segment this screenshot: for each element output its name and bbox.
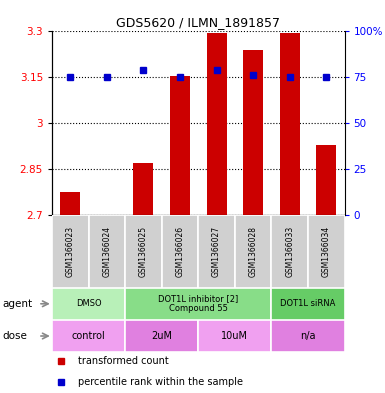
- Text: DMSO: DMSO: [76, 299, 101, 308]
- Text: GSM1366034: GSM1366034: [322, 226, 331, 277]
- Text: transformed count: transformed count: [78, 356, 169, 366]
- Bar: [271, 320, 345, 352]
- Bar: [52, 215, 89, 288]
- Text: GSM1366024: GSM1366024: [102, 226, 111, 277]
- Bar: [271, 288, 345, 320]
- Bar: [125, 215, 162, 288]
- Text: control: control: [72, 331, 105, 341]
- Text: GSM1366027: GSM1366027: [212, 226, 221, 277]
- Text: agent: agent: [2, 299, 32, 309]
- Bar: [133, 163, 154, 215]
- Text: DOT1L siRNA: DOT1L siRNA: [280, 299, 336, 308]
- Text: percentile rank within the sample: percentile rank within the sample: [78, 376, 243, 387]
- Text: GSM1366025: GSM1366025: [139, 226, 148, 277]
- Bar: [198, 215, 235, 288]
- Text: DOT1L inhibitor [2]
Compound 55: DOT1L inhibitor [2] Compound 55: [158, 294, 238, 314]
- Text: 2uM: 2uM: [151, 331, 172, 341]
- Bar: [198, 320, 271, 352]
- Bar: [60, 192, 80, 215]
- Bar: [89, 215, 125, 288]
- Text: GSM1366028: GSM1366028: [249, 226, 258, 277]
- Text: 10uM: 10uM: [221, 331, 248, 341]
- Bar: [162, 215, 198, 288]
- Text: n/a: n/a: [300, 331, 316, 341]
- Bar: [125, 288, 271, 320]
- Bar: [271, 215, 308, 288]
- Text: GSM1366033: GSM1366033: [285, 226, 294, 277]
- Bar: [52, 288, 125, 320]
- Text: dose: dose: [2, 331, 27, 341]
- Text: GSM1366023: GSM1366023: [66, 226, 75, 277]
- Bar: [243, 50, 263, 215]
- Bar: [316, 145, 336, 215]
- Bar: [52, 320, 125, 352]
- Bar: [235, 215, 271, 288]
- Bar: [280, 33, 300, 215]
- Bar: [206, 33, 227, 215]
- Bar: [125, 320, 198, 352]
- Bar: [308, 215, 345, 288]
- Bar: [170, 76, 190, 215]
- Text: GSM1366026: GSM1366026: [176, 226, 184, 277]
- Title: GDS5620 / ILMN_1891857: GDS5620 / ILMN_1891857: [116, 16, 280, 29]
